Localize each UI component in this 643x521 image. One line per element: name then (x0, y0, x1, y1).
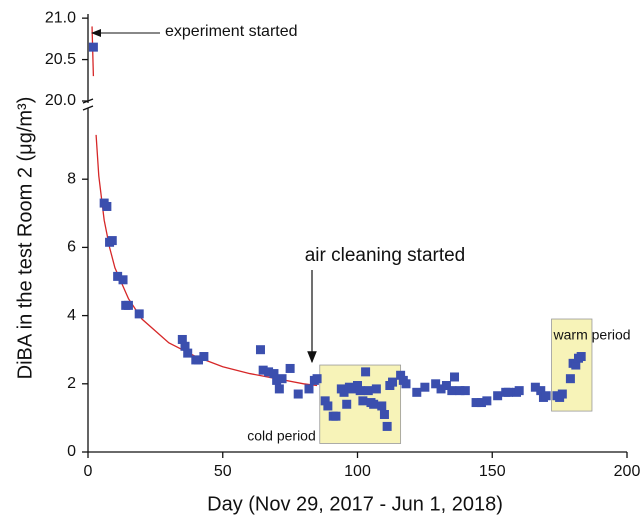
point (455, 386, 465, 396)
point (193, 355, 203, 365)
point (536, 386, 546, 396)
point (304, 384, 314, 394)
point (503, 387, 513, 397)
point (274, 384, 284, 394)
point (361, 367, 371, 377)
region-label: warm period (553, 327, 631, 343)
y-tick-label: 21.0 (45, 9, 76, 26)
point (530, 382, 540, 392)
point (476, 398, 486, 408)
point (339, 387, 349, 397)
region-label: cold period (247, 428, 316, 444)
point (571, 360, 581, 370)
point (347, 384, 357, 394)
point (412, 387, 422, 397)
point (388, 377, 398, 387)
point (293, 389, 303, 399)
point (269, 369, 279, 379)
point (420, 382, 430, 392)
point (107, 236, 117, 246)
point (396, 370, 406, 380)
fit-line (95, 134, 318, 387)
point (431, 379, 441, 389)
y-axis-label: DiBA in the test Room 2 (μg/m³) (14, 97, 36, 380)
y-tick-label: 8 (67, 170, 76, 187)
y-tick-label: 20.0 (45, 92, 76, 109)
y-tick-label: 2 (67, 375, 76, 392)
point (358, 396, 368, 406)
point (134, 309, 144, 319)
point (576, 352, 586, 362)
point (363, 386, 373, 396)
point (557, 389, 567, 399)
y-tick-label: 4 (67, 307, 76, 324)
point (493, 391, 503, 401)
point (514, 386, 524, 396)
x-tick-label: 100 (344, 463, 371, 480)
point (320, 396, 330, 406)
point (450, 372, 460, 382)
point (382, 421, 392, 431)
point (123, 300, 133, 310)
x-tick-label: 200 (614, 463, 641, 480)
point (177, 334, 187, 344)
point (264, 367, 274, 377)
x-tick-label: 50 (214, 463, 232, 480)
point (401, 379, 411, 389)
point (183, 348, 193, 358)
point (118, 275, 128, 285)
y-tick-label: 0 (67, 443, 76, 460)
point (377, 401, 387, 411)
point (441, 381, 451, 391)
point (565, 374, 575, 384)
point (255, 345, 265, 355)
point (369, 399, 379, 409)
point (199, 352, 209, 362)
point (371, 384, 381, 394)
point (180, 341, 190, 351)
point (272, 375, 282, 385)
annotation: air cleaning started (305, 245, 466, 266)
point (353, 381, 362, 391)
point (277, 374, 287, 384)
point (102, 201, 112, 211)
point (258, 365, 268, 375)
x-tick-label: 150 (479, 463, 506, 480)
x-tick-label: 0 (84, 463, 93, 480)
point (312, 374, 322, 384)
point (541, 391, 551, 401)
point (471, 398, 481, 408)
point (482, 396, 492, 406)
point (447, 386, 457, 396)
point (355, 386, 365, 396)
point (285, 363, 295, 373)
y-tick-label: 20.5 (45, 51, 76, 68)
x-axis-label: Day (Nov 29, 2017 - Jun 1, 2018) (207, 493, 503, 515)
point (436, 384, 446, 394)
point (379, 409, 389, 419)
annotation: experiment started (165, 23, 298, 40)
point (323, 401, 333, 411)
point (331, 411, 341, 421)
point (113, 271, 123, 281)
point (342, 399, 352, 409)
point (460, 386, 470, 396)
point (88, 42, 98, 52)
y-tick-label: 6 (67, 239, 76, 256)
